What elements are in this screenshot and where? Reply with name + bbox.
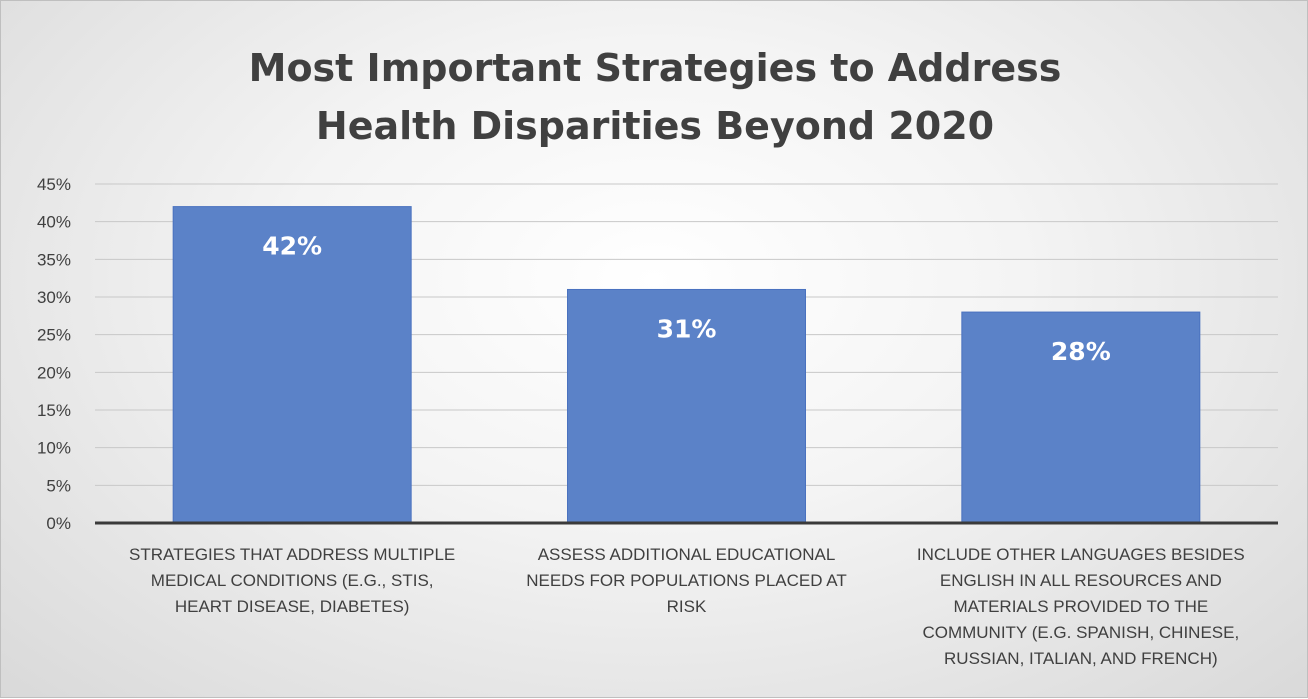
y-tick-label: 25% <box>37 326 71 345</box>
x-tick-label: INCLUDE OTHER LANGUAGES BESIDES ENGLISH I… <box>886 542 1276 672</box>
bar <box>172 206 412 524</box>
y-tick-label: 40% <box>37 213 71 232</box>
x-tick-label: STRATEGIES THAT ADDRESS MULTIPLE MEDICAL … <box>97 542 487 620</box>
x-tick-label-line: COMMUNITY (E.G. SPANISH, CHINESE, <box>922 623 1240 642</box>
x-tick-label-line: RISK <box>666 597 707 616</box>
y-tick-label: 0% <box>46 514 71 533</box>
bar-data-label: 42% <box>262 232 322 261</box>
bar-data-label: 28% <box>1051 337 1111 366</box>
x-tick-label-line: MATERIALS PROVIDED TO THE <box>953 597 1209 616</box>
y-tick-label: 35% <box>37 250 71 269</box>
x-tick-label-line: ENGLISH IN ALL RESOURCES AND <box>939 571 1222 590</box>
chart-title-line-1: Most Important Strategies to Address <box>248 46 1062 90</box>
x-tick-label-line: MEDICAL CONDITIONS (E.G., STIS, <box>150 571 434 590</box>
y-tick-label: 15% <box>37 401 71 420</box>
bar-data-label: 31% <box>657 314 717 343</box>
x-tick-label-line: NEEDS FOR POPULATIONS PLACED AT <box>526 571 847 590</box>
x-tick-label-line: HEART DISEASE, DIABETES) <box>174 597 410 616</box>
y-tick-label: 5% <box>46 476 71 495</box>
y-tick-label: 30% <box>37 288 71 307</box>
x-tick-label-line: INCLUDE OTHER LANGUAGES BESIDES <box>916 545 1245 564</box>
chart-title: Most Important Strategies to Address Hea… <box>155 39 1155 155</box>
bar <box>567 288 806 524</box>
chart-title-line-2: Health Disparities Beyond 2020 <box>315 104 995 148</box>
y-tick-label: 10% <box>37 439 71 458</box>
y-tick-label: 20% <box>37 363 71 382</box>
y-tick-label: 45% <box>37 175 71 194</box>
x-tick-label: ASSESS ADDITIONAL EDUCATIONAL NEEDS FOR P… <box>492 542 882 620</box>
x-tick-label-line: STRATEGIES THAT ADDRESS MULTIPLE <box>129 545 456 564</box>
x-tick-label-line: RUSSIAN, ITALIAN, AND FRENCH) <box>944 649 1218 668</box>
x-tick-label-line: ASSESS ADDITIONAL EDUCATIONAL <box>537 545 836 564</box>
